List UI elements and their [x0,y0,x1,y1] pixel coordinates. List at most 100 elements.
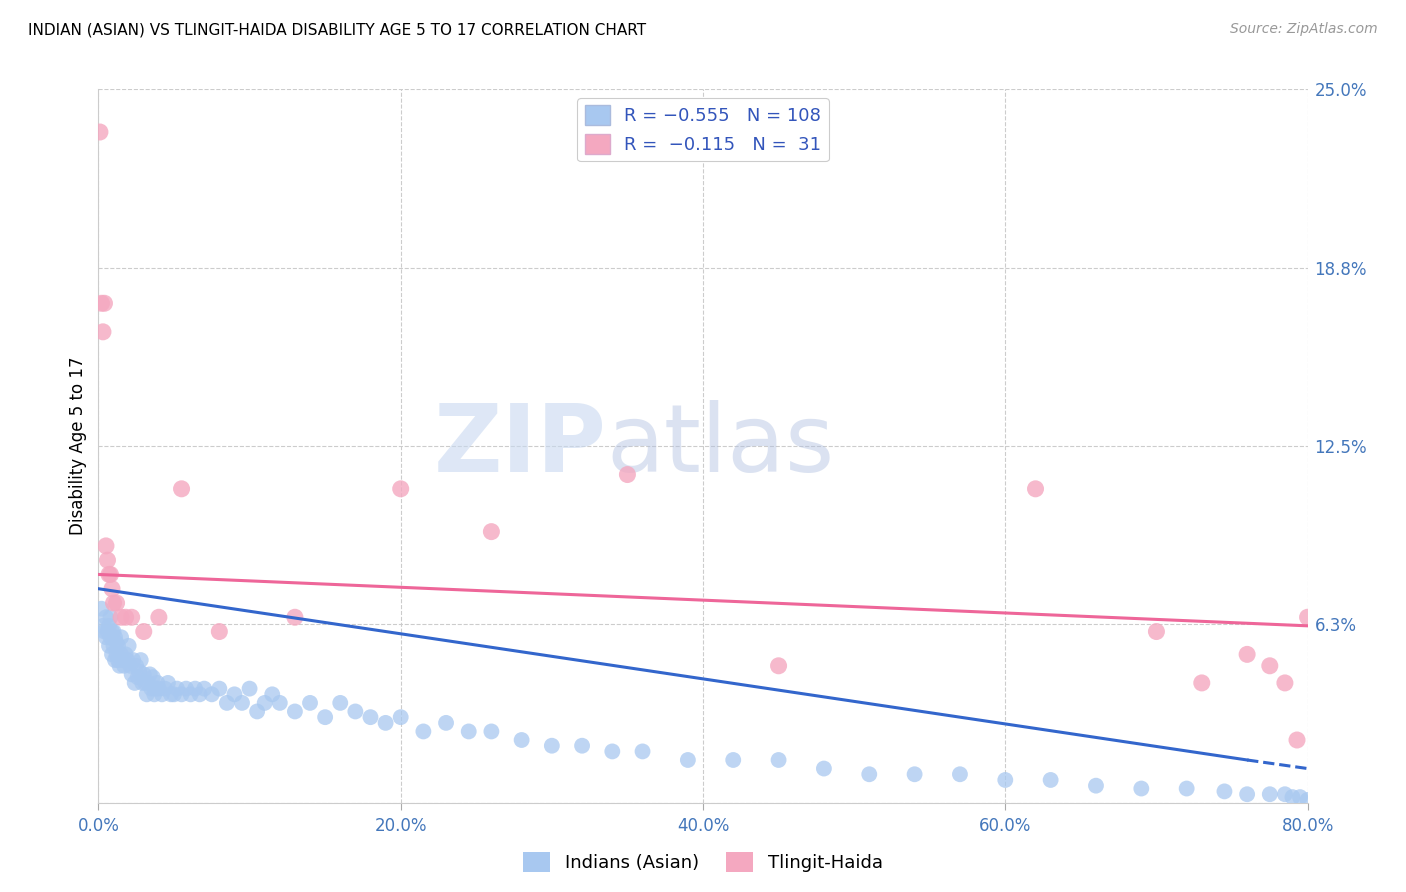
Point [120,658,142,673]
Point [481,524,503,539]
Point [132,624,155,639]
Point [134,676,156,690]
Point [457,724,479,739]
Point [104,630,127,644]
Point [994,772,1017,787]
Point [616,467,638,482]
Point [115,653,138,667]
Point [94,610,117,624]
Point [94,630,117,644]
Point [103,624,125,639]
Point [118,639,141,653]
Point [104,653,127,667]
Point [131,676,153,690]
Point [1039,772,1062,787]
Point [389,482,412,496]
Point [412,724,434,739]
Point [1289,790,1312,805]
Point [91,619,114,633]
Point [98,639,121,653]
Point [540,739,562,753]
Point [90,296,112,310]
Point [135,687,157,701]
Point [114,610,136,624]
Point [314,710,336,724]
Point [121,610,143,624]
Point [170,482,193,496]
Point [174,681,197,696]
Point [96,624,118,639]
Point [246,705,269,719]
Point [1296,610,1319,624]
Point [100,610,122,624]
Point [148,610,170,624]
Point [129,653,152,667]
Point [112,658,135,673]
Point [153,681,176,696]
Point [1175,781,1198,796]
Point [156,676,179,690]
Point [107,653,129,667]
Point [1258,787,1281,801]
Point [98,619,121,633]
Point [360,710,382,724]
Point [101,582,124,596]
Point [94,539,117,553]
Point [136,676,159,690]
Point [170,687,193,701]
Point [1144,624,1167,639]
Point [571,739,593,753]
Point [1236,787,1258,801]
Point [1258,658,1281,673]
Point [193,681,215,696]
Point [299,696,322,710]
Point [105,636,128,650]
Point [329,696,352,710]
Point [723,753,745,767]
Point [142,670,165,684]
Point [1274,676,1296,690]
Point [434,715,457,730]
Point [103,639,125,653]
Point [111,653,134,667]
Point [184,681,207,696]
Point [1213,784,1236,798]
Y-axis label: Disability Age 5 to 17: Disability Age 5 to 17 [69,357,87,535]
Point [262,687,284,701]
Point [768,658,790,673]
Point [163,687,186,701]
Point [284,705,307,719]
Point [101,624,124,639]
Point [110,648,132,662]
Text: Source: ZipAtlas.com: Source: ZipAtlas.com [1230,22,1378,37]
Point [374,715,396,730]
Point [768,753,790,767]
Point [145,681,167,696]
Point [110,630,132,644]
Point [510,733,533,747]
Point [949,767,972,781]
Point [93,624,115,639]
Point [1285,733,1308,747]
Point [253,696,276,710]
Point [143,687,166,701]
Point [858,767,880,781]
Point [1236,648,1258,662]
Point [1281,790,1303,805]
Text: INDIAN (ASIAN) VS TLINGIT-HAIDA DISABILITY AGE 5 TO 17 CORRELATION CHART: INDIAN (ASIAN) VS TLINGIT-HAIDA DISABILI… [28,22,647,37]
Point [93,296,115,310]
Point [904,767,927,781]
Point [201,687,224,701]
Point [180,687,202,701]
Point [231,696,253,710]
Point [150,687,173,701]
Point [1085,779,1108,793]
Point [148,681,170,696]
Point [215,696,238,710]
Point [125,658,148,673]
Point [139,667,162,681]
Point [105,648,128,662]
Point [124,676,146,690]
Point [90,601,112,615]
Point [344,705,367,719]
